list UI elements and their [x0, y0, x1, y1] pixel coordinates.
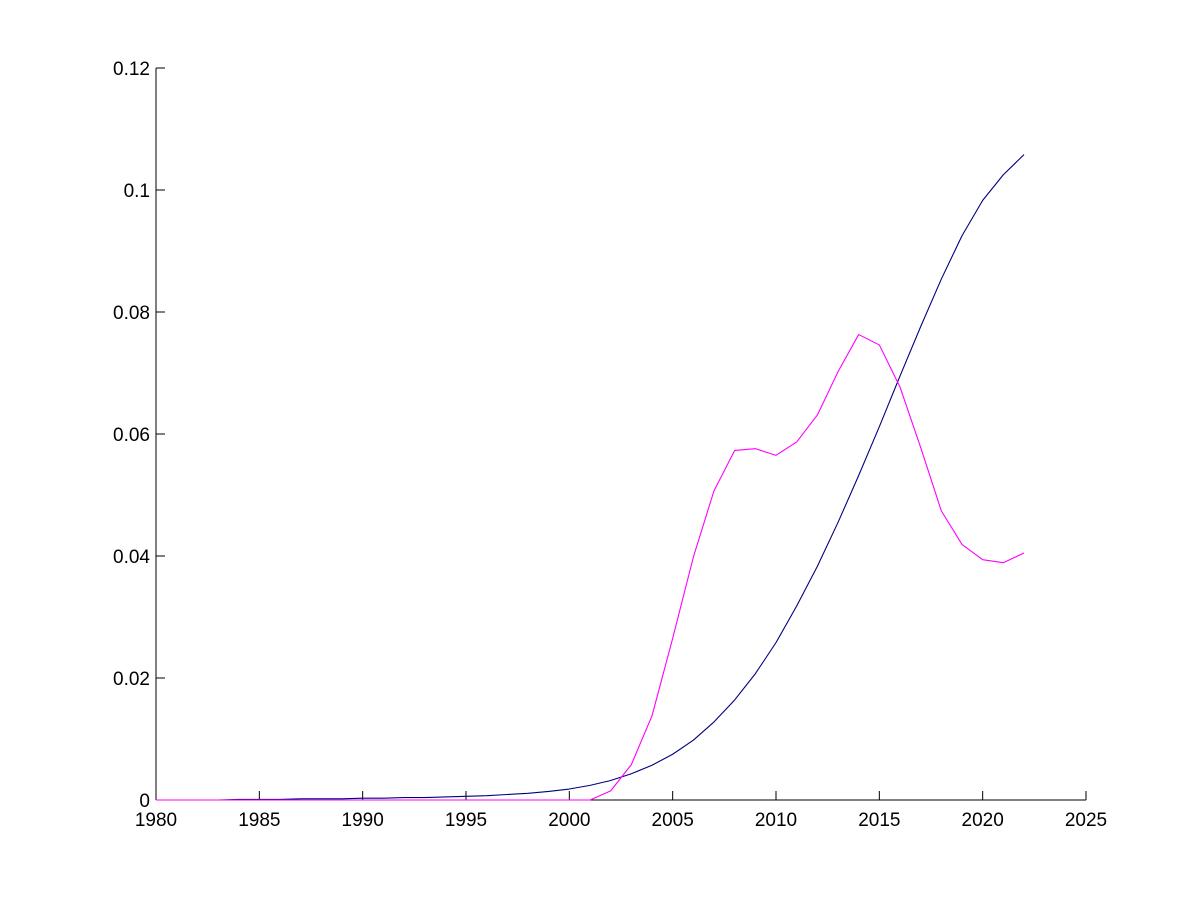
x-tick-label: 1980 — [135, 810, 177, 831]
y-tick-label: 0 — [139, 791, 150, 812]
x-tick-label: 1995 — [445, 810, 487, 831]
x-tick-label: 1985 — [238, 810, 280, 831]
x-tick-label: 2020 — [962, 810, 1004, 831]
x-tick-label: 2015 — [858, 810, 900, 831]
x-tick-label: 2005 — [652, 810, 694, 831]
y-tick-label: 0.1 — [124, 181, 150, 202]
series-line-2 — [156, 334, 1025, 801]
y-tick-label: 0.02 — [113, 669, 150, 690]
series-lines — [156, 154, 1025, 801]
y-tick-label: 0.04 — [113, 547, 150, 568]
x-tick-label: 2025 — [1065, 810, 1107, 831]
x-tick-label: 2000 — [548, 810, 590, 831]
y-tick-label: 0.08 — [113, 303, 150, 324]
axes: 1980 1985 1990 1995 2000 2005 2010 2015 2020 2025… — [113, 59, 1107, 831]
x-tick-label: 1990 — [342, 810, 384, 831]
y-tick-label: 0.12 — [113, 59, 150, 80]
y-tick-label: 0.06 — [113, 425, 150, 446]
x-tick-label: 2010 — [755, 810, 797, 831]
series-line-1 — [156, 154, 1025, 801]
